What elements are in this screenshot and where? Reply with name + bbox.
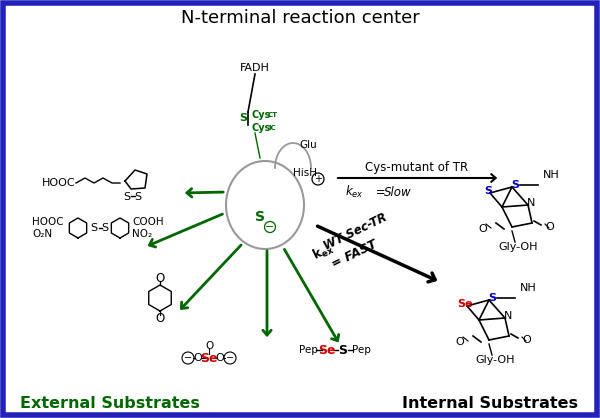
Text: O: O	[545, 222, 554, 232]
Text: Cys: Cys	[252, 110, 271, 120]
Text: O: O	[523, 335, 532, 345]
Text: Internal Substrates: Internal Substrates	[402, 397, 578, 411]
Text: S: S	[134, 192, 142, 202]
Text: $\mathbf{k_{ex}}$: $\mathbf{k_{ex}}$	[310, 240, 337, 264]
Text: Gly-OH: Gly-OH	[475, 355, 515, 365]
Text: S: S	[488, 293, 496, 303]
Text: S: S	[124, 192, 131, 202]
Text: WT Sec-TR: WT Sec-TR	[322, 211, 389, 253]
Text: Gly-OH: Gly-OH	[498, 242, 538, 252]
Text: COOH: COOH	[132, 217, 164, 227]
Text: O₂N: O₂N	[32, 229, 52, 239]
Text: =: =	[372, 186, 389, 199]
Text: Slow: Slow	[384, 186, 412, 199]
Text: Se: Se	[200, 352, 218, 364]
Text: N: N	[504, 311, 512, 321]
Text: $k_{ex}$: $k_{ex}$	[345, 184, 364, 200]
Text: O: O	[155, 311, 164, 324]
Text: S: S	[255, 210, 265, 224]
Text: S: S	[338, 344, 347, 357]
Text: −: −	[226, 353, 234, 363]
Text: O: O	[205, 341, 213, 351]
Text: Glu: Glu	[299, 140, 317, 150]
Text: NH: NH	[543, 170, 560, 180]
Text: Se: Se	[457, 299, 473, 309]
Text: Pep: Pep	[299, 345, 317, 355]
Text: Se: Se	[318, 344, 336, 357]
Text: O: O	[479, 224, 487, 234]
Text: S: S	[101, 223, 109, 233]
Text: NH: NH	[520, 283, 537, 293]
Text: Cys: Cys	[252, 123, 271, 133]
Text: HOOC: HOOC	[42, 178, 76, 188]
FancyBboxPatch shape	[3, 3, 597, 415]
Text: = FAST: = FAST	[326, 237, 380, 273]
Text: NO₂: NO₂	[132, 229, 152, 239]
Text: −: −	[184, 353, 192, 363]
Text: S: S	[239, 113, 247, 123]
Text: External Substrates: External Substrates	[20, 397, 200, 411]
Text: HOOC: HOOC	[32, 217, 64, 227]
Text: O: O	[155, 272, 164, 285]
Text: Pep: Pep	[352, 345, 370, 355]
Text: S: S	[91, 223, 98, 233]
Text: S: S	[511, 180, 519, 190]
Text: S: S	[484, 186, 492, 196]
Text: IC: IC	[268, 125, 275, 131]
Text: O: O	[194, 353, 202, 363]
Text: FADH: FADH	[240, 63, 270, 73]
Text: HisH: HisH	[293, 168, 317, 178]
Text: N-terminal reaction center: N-terminal reaction center	[181, 9, 419, 27]
Text: N: N	[527, 198, 535, 208]
Text: O: O	[215, 353, 224, 363]
Text: +: +	[314, 174, 322, 184]
Text: CT: CT	[268, 112, 278, 118]
Text: O: O	[455, 337, 464, 347]
Text: Cys-mutant of TR: Cys-mutant of TR	[365, 161, 469, 174]
Text: −: −	[265, 222, 275, 232]
